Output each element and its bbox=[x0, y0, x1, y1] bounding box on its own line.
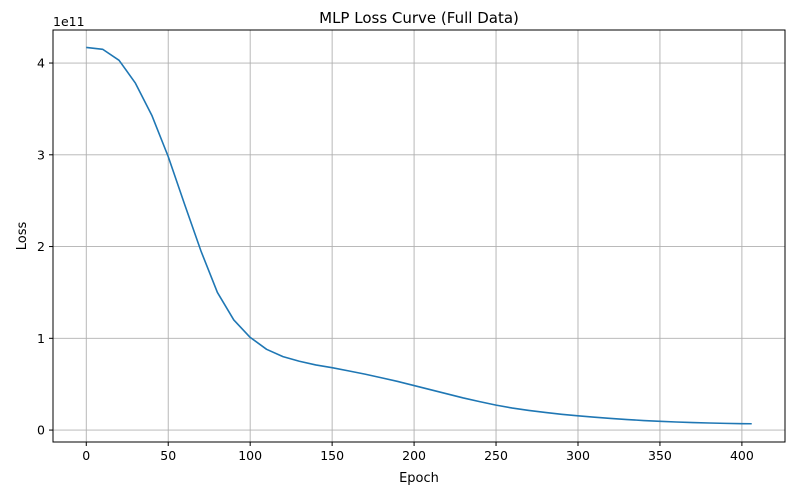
x-tick-label: 150 bbox=[320, 448, 344, 463]
y-axis-label: Loss bbox=[15, 222, 30, 251]
y-tick-label: 0 bbox=[37, 423, 45, 438]
y-tick-label: 4 bbox=[37, 56, 45, 71]
x-tick-label: 200 bbox=[402, 448, 426, 463]
x-tick-label: 100 bbox=[238, 448, 262, 463]
grid bbox=[53, 30, 785, 442]
x-axis-label: Epoch bbox=[399, 471, 439, 486]
x-tick-label: 300 bbox=[566, 448, 590, 463]
plot-frame bbox=[52, 29, 786, 443]
y-tick-label: 1 bbox=[37, 331, 45, 346]
loss-curve-line bbox=[86, 46, 752, 425]
y-offset-text: 1e11 bbox=[53, 14, 85, 29]
y-axis-ticks: 0 1 2 3 4 bbox=[37, 56, 53, 438]
x-tick-label: 400 bbox=[730, 448, 754, 463]
x-tick-label: 50 bbox=[160, 448, 176, 463]
y-tick-label: 2 bbox=[37, 239, 45, 254]
series-layer bbox=[86, 46, 752, 425]
y-tick-label: 3 bbox=[37, 147, 45, 162]
x-axis-ticks: 0 50 100 150 200 250 300 350 400 bbox=[82, 442, 754, 463]
x-tick-label: 0 bbox=[82, 448, 90, 463]
x-tick-label: 350 bbox=[648, 448, 672, 463]
x-tick-label: 250 bbox=[484, 448, 508, 463]
chart-title: MLP Loss Curve (Full Data) bbox=[319, 9, 519, 27]
